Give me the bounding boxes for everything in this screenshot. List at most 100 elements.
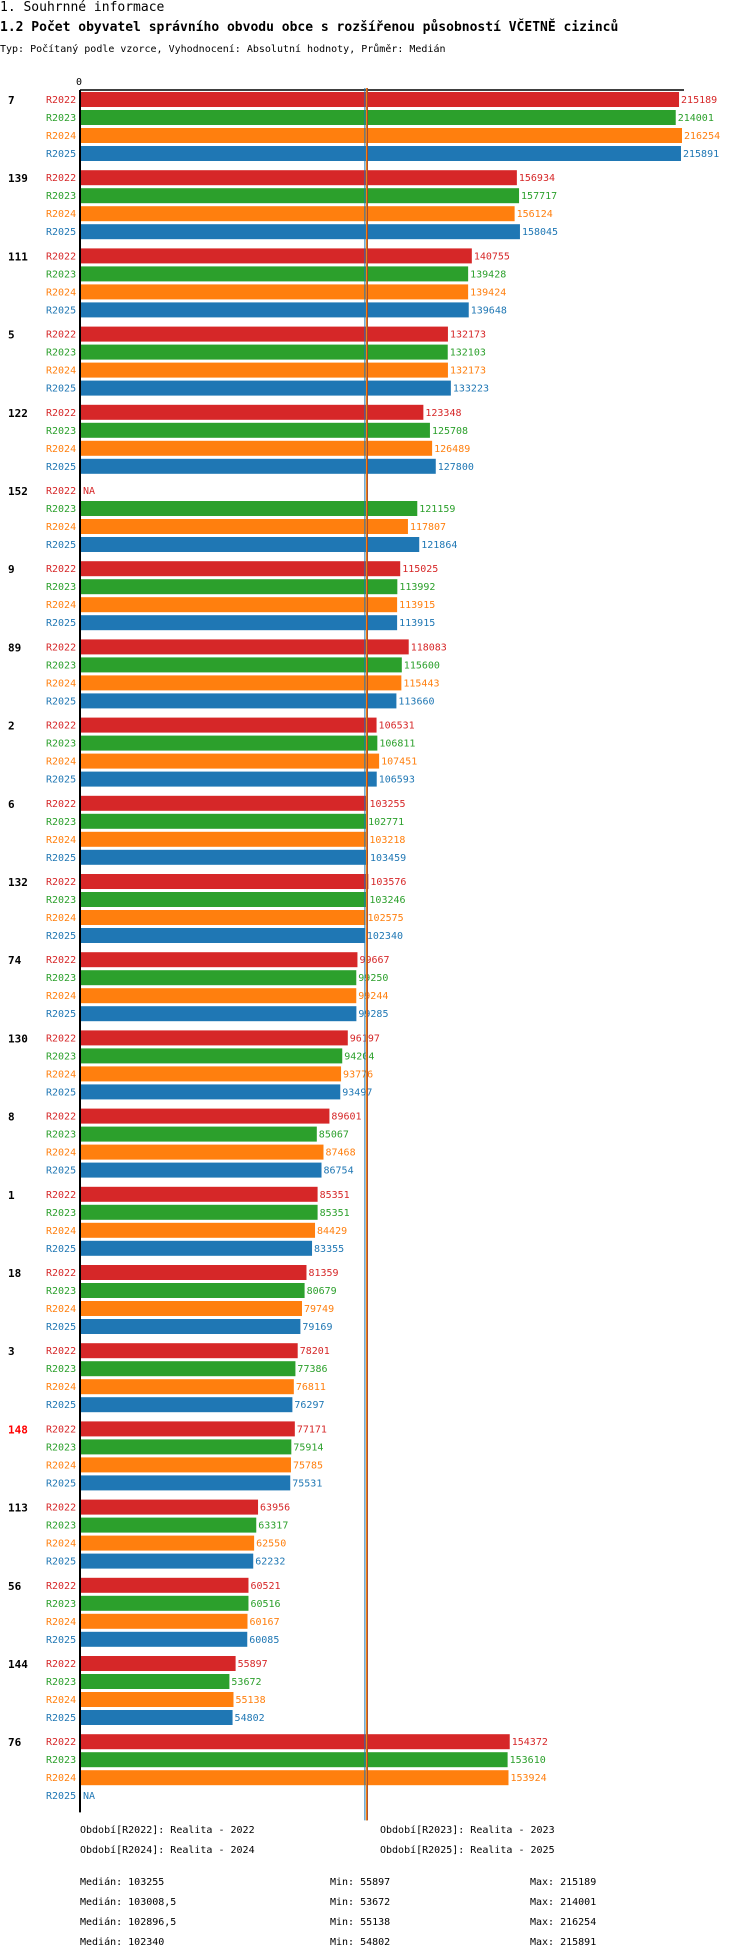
legend-r2022: Období[R2022]: Realita - 2022 — [80, 1825, 255, 1836]
bar-R2025-152 — [80, 537, 420, 552]
value-label: 89601 — [331, 1112, 361, 1123]
value-label: 75531 — [292, 1478, 322, 1489]
stat-max-r2025: Max: 215891 — [530, 1937, 597, 1948]
na-label: NA — [83, 1791, 95, 1802]
series-label: R2022 — [46, 1033, 76, 1044]
series-label: R2025 — [46, 775, 76, 786]
bar-R2023-74 — [80, 970, 357, 986]
series-label: R2024 — [46, 1460, 76, 1471]
value-label: 62232 — [255, 1557, 285, 1568]
value-label: 123348 — [425, 408, 461, 419]
series-label: R2023 — [46, 660, 76, 671]
series-label: R2024 — [46, 131, 76, 142]
value-label: 78201 — [300, 1346, 330, 1357]
value-label: 157717 — [521, 191, 557, 202]
value-label: 79169 — [302, 1322, 332, 1333]
series-label: R2025 — [46, 1244, 76, 1255]
value-label: 103255 — [369, 799, 405, 810]
value-label: 156124 — [517, 209, 553, 220]
series-label: R2022 — [46, 1424, 76, 1435]
stat-max-r2022: Max: 215189 — [530, 1877, 597, 1888]
series-label: R2025 — [46, 696, 76, 707]
series-label: R2025 — [46, 618, 76, 629]
bar-R2022-130 — [80, 1030, 348, 1046]
bar-R2022-74 — [80, 952, 358, 968]
bar-R2025-2 — [80, 771, 377, 787]
bar-R2023-56 — [80, 1595, 249, 1611]
series-label: R2023 — [46, 1599, 76, 1610]
bar-R2023-139 — [80, 188, 520, 204]
value-label: 60521 — [250, 1581, 280, 1592]
series-label: R2023 — [46, 973, 76, 984]
na-label: NA — [83, 486, 95, 497]
value-label: 113915 — [399, 600, 435, 611]
value-label: 156934 — [519, 173, 555, 184]
bar-R2025-1 — [80, 1240, 313, 1256]
bar-R2024-6 — [80, 831, 368, 847]
value-label: 113992 — [399, 582, 435, 593]
category-label-132: 132 — [8, 876, 28, 889]
bar-R2022-18 — [80, 1265, 307, 1280]
bar-R2023-6 — [80, 813, 367, 829]
category-label-56: 56 — [8, 1580, 22, 1593]
series-label: R2025 — [46, 931, 76, 942]
series-label: R2024 — [46, 287, 76, 298]
series-label: R2025 — [46, 1713, 76, 1724]
bar-R2023-113 — [80, 1517, 257, 1533]
bar-R2024-130 — [80, 1066, 342, 1082]
bar-R2024-144 — [80, 1692, 234, 1707]
value-label: 79749 — [304, 1304, 334, 1315]
bar-R2024-76 — [80, 1770, 509, 1786]
series-label: R2024 — [46, 366, 76, 377]
value-label: 99285 — [358, 1009, 388, 1020]
series-label: R2024 — [46, 678, 76, 689]
series-label: R2025 — [46, 1635, 76, 1646]
series-label: R2023 — [46, 817, 76, 828]
series-label: R2023 — [46, 504, 76, 515]
bar-R2024-89 — [80, 675, 402, 691]
value-label: 106593 — [379, 775, 415, 786]
bar-R2025-18 — [80, 1319, 301, 1334]
bar-R2022-76 — [80, 1734, 510, 1750]
bar-R2023-5 — [80, 344, 448, 360]
bar-R2025-144 — [80, 1710, 233, 1725]
value-label: 140755 — [474, 251, 510, 262]
series-label: R2024 — [46, 1304, 76, 1315]
category-label-7: 7 — [8, 94, 15, 107]
series-label: R2025 — [46, 1400, 76, 1411]
series-label: R2024 — [46, 913, 76, 924]
bar-R2022-113 — [80, 1499, 259, 1515]
value-label: 106811 — [379, 739, 415, 750]
value-label: 214001 — [678, 113, 714, 124]
bar-R2022-89 — [80, 639, 409, 655]
category-label-76: 76 — [8, 1736, 22, 1749]
series-label: R2022 — [46, 721, 76, 732]
value-label: 76811 — [296, 1382, 326, 1393]
series-label: R2022 — [46, 1659, 76, 1670]
value-label: 125708 — [432, 426, 468, 437]
value-label: 75914 — [293, 1442, 323, 1453]
bar-R2022-5 — [80, 326, 448, 342]
bar-R2024-74 — [80, 988, 357, 1004]
series-label: R2024 — [46, 1539, 76, 1550]
series-label: R2025 — [46, 1322, 76, 1333]
bar-R2023-76 — [80, 1752, 508, 1768]
value-label: 103459 — [370, 853, 406, 864]
value-label: 117807 — [410, 522, 446, 533]
series-label: R2024 — [46, 600, 76, 611]
bar-R2023-111 — [80, 266, 469, 282]
value-label: 139648 — [471, 305, 507, 316]
series-label: R2024 — [46, 1382, 76, 1393]
value-label: 103576 — [370, 877, 406, 888]
value-label: 115600 — [404, 660, 440, 671]
bar-R2022-132 — [80, 874, 369, 889]
value-label: 113915 — [399, 618, 435, 629]
series-label: R2023 — [46, 739, 76, 750]
value-label: 139428 — [470, 269, 506, 280]
bar-R2023-148 — [80, 1439, 292, 1455]
value-label: 102771 — [368, 817, 404, 828]
bar-R2022-144 — [80, 1656, 236, 1671]
bar-R2023-89 — [80, 657, 402, 673]
value-label: 154372 — [512, 1737, 548, 1748]
value-label: 60167 — [249, 1617, 279, 1628]
